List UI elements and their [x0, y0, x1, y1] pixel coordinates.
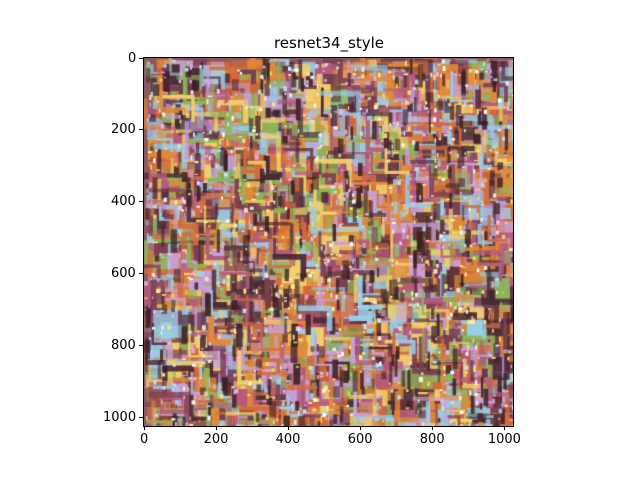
x-tick-label: 0: [140, 433, 148, 446]
x-tick-label: 600: [348, 433, 373, 446]
x-tick-label: 200: [204, 433, 229, 446]
y-tick-label: 600: [111, 267, 136, 280]
x-tick-mark: [216, 426, 217, 430]
y-tick-mark: [139, 417, 143, 418]
y-tick-mark: [139, 58, 143, 59]
y-tick-label: 800: [111, 339, 136, 352]
y-tick-mark: [139, 129, 143, 130]
y-tick-label: 200: [111, 123, 136, 136]
figure-title: resnet34_style: [144, 34, 514, 52]
x-tick-label: 1000: [488, 433, 521, 446]
x-tick-mark: [288, 426, 289, 430]
y-tick-mark: [139, 201, 143, 202]
x-tick-mark: [504, 426, 505, 430]
x-tick-mark: [432, 426, 433, 430]
x-tick-label: 800: [420, 433, 445, 446]
y-tick-label: 1000: [103, 411, 136, 424]
stylized-texture-image: [144, 58, 513, 426]
y-tick-label: 400: [111, 195, 136, 208]
y-tick-mark: [139, 345, 143, 346]
x-tick-mark: [360, 426, 361, 430]
x-tick-mark: [144, 426, 145, 430]
y-tick-mark: [139, 273, 143, 274]
y-tick-label: 0: [128, 52, 136, 65]
image-axes: [143, 57, 514, 427]
x-tick-label: 400: [276, 433, 301, 446]
